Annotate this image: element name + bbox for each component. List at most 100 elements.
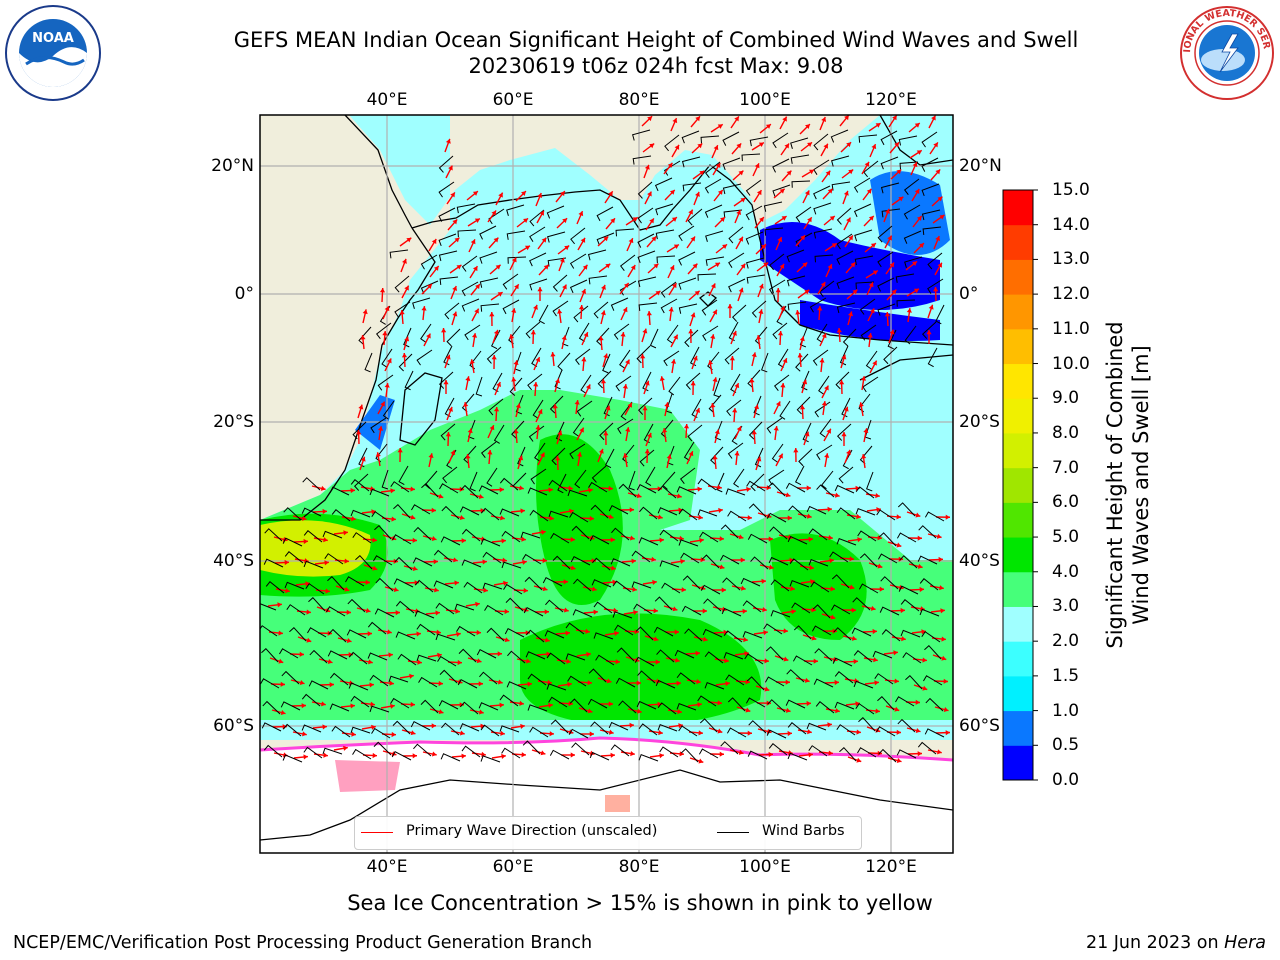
wave-direction-arrowhead: [806, 513, 812, 519]
wave-direction-arrowhead: [421, 306, 427, 311]
wind-barb: [860, 324, 877, 341]
wind-barb: [713, 377, 721, 398]
wave-direction-arrowhead: [563, 579, 568, 585]
wind-barb: [813, 133, 829, 151]
wind-barb: [685, 372, 701, 390]
wind-barb: [617, 418, 634, 434]
wave-direction-arrowhead: [608, 514, 614, 520]
wave-direction-arrowhead: [542, 586, 548, 592]
wind-barb: [900, 599, 920, 612]
wave-direction-arrowhead: [723, 629, 728, 635]
wind-barb: [350, 479, 370, 492]
wind-barb: [680, 552, 700, 564]
wave-direction-arrowhead: [848, 235, 853, 241]
wind-barb: [570, 227, 586, 245]
wind-barb: [676, 672, 696, 685]
wave-direction-arrowhead: [493, 237, 499, 243]
wave-direction-arrowhead: [738, 170, 744, 176]
wave-direction-arrowhead: [628, 238, 634, 244]
footer-branch: NCEP/EMC/Verification Post Processing Pr…: [13, 933, 593, 953]
wind-barb: [716, 472, 725, 493]
wave-direction-arrowhead: [804, 289, 810, 295]
wave-direction-arrowhead: [828, 534, 833, 541]
wind-barb: [637, 397, 653, 415]
wave-direction-arrowhead: [562, 218, 568, 224]
wave-direction-arrowhead: [630, 750, 635, 757]
wind-barb: [398, 353, 413, 372]
wind-barb: [699, 531, 719, 543]
wave-direction-arrowhead: [280, 710, 286, 716]
wind-barb: [438, 233, 457, 247]
wind-barb: [841, 397, 851, 418]
wind-barb: [573, 578, 592, 592]
wave-direction-arrowhead: [836, 328, 842, 333]
wave-direction-arrowhead: [320, 485, 326, 491]
wave-direction-arrowhead: [642, 406, 648, 411]
wave-direction-arrowhead: [831, 243, 837, 248]
wind-barb: [855, 703, 875, 715]
wave-direction-arrowhead: [431, 536, 437, 542]
wind-barb: [527, 373, 543, 391]
wind-barb: [687, 424, 703, 442]
wave-direction-arrowhead: [636, 680, 641, 686]
wave-direction-arrowhead: [627, 402, 632, 408]
wave-direction-arrowhead: [806, 700, 811, 707]
wind-barb: [699, 718, 718, 733]
wave-direction-arrowhead: [523, 218, 529, 224]
wind-barb: [282, 723, 302, 737]
wind-barb: [766, 512, 787, 523]
wind-barb: [881, 629, 901, 642]
wave-direction-arrowhead: [727, 304, 733, 309]
wave-direction-arrowhead: [582, 264, 588, 270]
wind-barb: [876, 509, 896, 521]
wave-direction-arrowhead: [830, 614, 836, 620]
colorbar-label-line2: Wind Waves and Swell [m]: [1129, 345, 1153, 625]
wave-direction-arrowhead: [644, 164, 650, 170]
wave-direction-arrowhead: [858, 402, 864, 407]
wind-barb: [678, 251, 696, 266]
wave-direction-arrowhead: [465, 376, 471, 381]
wave-direction-arrowhead: [525, 658, 531, 664]
wave-direction-arrowhead: [410, 701, 415, 708]
wave-direction-arrowhead: [445, 354, 451, 360]
wave-direction-arrowhead: [745, 707, 751, 713]
wave-direction-arrowhead: [827, 722, 832, 728]
wind-barb: [795, 232, 813, 248]
wave-direction-arrowhead: [695, 408, 701, 413]
wave-direction-arrowhead: [879, 586, 884, 592]
wave-direction-arrowhead: [843, 190, 849, 196]
wave-direction-arrowhead: [678, 723, 683, 729]
wind-barb: [369, 674, 389, 687]
wave-direction-arrowhead: [550, 352, 556, 357]
wind-barb: [503, 583, 523, 595]
wave-direction-arrowhead: [362, 309, 368, 315]
wave-direction-arrowhead: [922, 685, 928, 691]
wind-barb: [723, 652, 744, 660]
wind-barb: [454, 603, 475, 611]
wind-barb: [637, 181, 653, 199]
wave-direction-arrowhead: [636, 708, 642, 714]
wind-barb: [393, 503, 411, 519]
wave-direction-arrowhead: [819, 358, 825, 363]
wind-barb: [787, 722, 807, 735]
wind-barb: [746, 257, 765, 269]
wind-barb: [486, 627, 505, 642]
wave-direction-arrowhead: [740, 585, 746, 591]
colorbar-tick-label: 9.0: [1052, 388, 1080, 409]
wind-barb: [722, 131, 740, 146]
wave-direction-arrowhead: [893, 650, 898, 656]
wind-barb: [697, 478, 717, 491]
wind-barb: [637, 207, 654, 224]
wave-direction-arrowhead: [343, 530, 348, 536]
wind-barb: [795, 206, 812, 223]
wind-barb: [747, 750, 768, 760]
wave-direction-arrowhead: [846, 449, 851, 455]
wave-direction-arrowhead: [683, 424, 690, 429]
wind-barb: [548, 696, 568, 708]
wave-direction-arrowhead: [938, 556, 943, 563]
wind-barb: [587, 249, 607, 261]
noaa-logo: NOAA: [5, 5, 101, 101]
wind-barb: [785, 482, 806, 493]
wind-barb: [679, 467, 696, 484]
wave-direction-arrowhead: [369, 682, 374, 688]
